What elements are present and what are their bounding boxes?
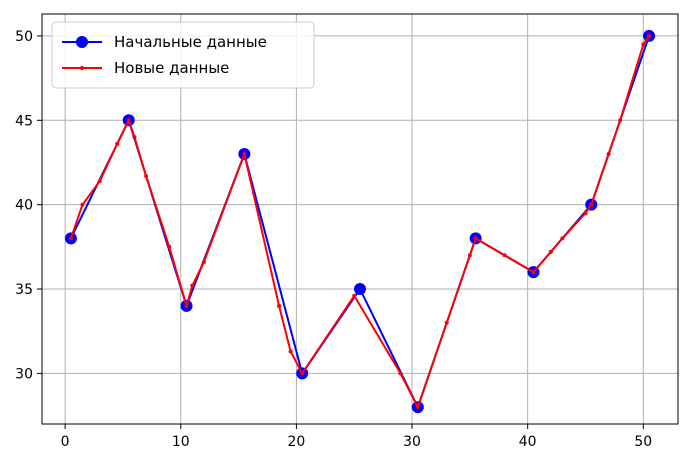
- legend-label: Начальные данные: [114, 33, 267, 51]
- data-point: [80, 202, 85, 207]
- legend-box: [51, 21, 315, 89]
- data-point: [354, 283, 366, 296]
- data-point: [277, 303, 282, 308]
- x-tick-label: 20: [287, 434, 305, 450]
- data-point: [548, 249, 553, 254]
- data-point: [560, 236, 565, 241]
- y-tick-label: 30: [15, 366, 33, 382]
- x-tick-label: 0: [61, 434, 70, 450]
- data-point: [647, 33, 652, 38]
- data-point: [531, 270, 536, 275]
- plot-area-frame: [41, 13, 679, 425]
- series-line: [69, 35, 650, 409]
- data-point: [190, 283, 195, 288]
- x-tick-label: 10: [172, 434, 190, 450]
- data-point: [242, 152, 247, 157]
- axis-ticks: 0 10 20 30 40 50 30 35 40 45 50: [15, 29, 652, 450]
- data-point: [184, 303, 189, 308]
- data-point: [68, 236, 73, 241]
- data-point: [398, 371, 403, 376]
- data-point: [473, 236, 478, 241]
- data-point: [115, 141, 120, 146]
- data-point: [583, 211, 588, 216]
- series-line: [70, 35, 651, 409]
- x-tick-label: 50: [634, 434, 652, 450]
- data-point: [201, 260, 206, 265]
- legend-label: Новые данные: [114, 59, 229, 77]
- y-tick-label: 40: [15, 198, 33, 214]
- y-tick-label: 45: [15, 113, 33, 129]
- y-tick-label: 50: [15, 29, 33, 45]
- data-point: [167, 244, 172, 249]
- legend-item: Начальные данные: [62, 33, 267, 51]
- legend-swatch-marker: [76, 36, 88, 48]
- x-tick-label: 40: [519, 434, 537, 450]
- data-point: [467, 253, 472, 258]
- series-layer: [64, 29, 656, 414]
- y-tick-label: 35: [15, 282, 33, 298]
- data-point: [288, 349, 293, 354]
- data-point: [97, 179, 102, 184]
- data-point: [300, 371, 305, 376]
- legend: Начальные данные Новые данные: [51, 21, 315, 89]
- data-point: [126, 118, 131, 123]
- data-point: [641, 42, 646, 47]
- data-point: [144, 173, 149, 178]
- legend-swatch-marker: [80, 66, 84, 70]
- data-point: [132, 135, 137, 140]
- data-point: [618, 118, 623, 123]
- data-point: [606, 152, 611, 157]
- data-point: [444, 320, 449, 325]
- data-point: [589, 202, 594, 207]
- x-tick-label: 30: [403, 434, 421, 450]
- data-point: [352, 293, 357, 298]
- data-point: [502, 253, 507, 258]
- series-2: [68, 33, 652, 410]
- legend-item: Новые данные: [62, 59, 229, 77]
- data-point: [415, 405, 420, 410]
